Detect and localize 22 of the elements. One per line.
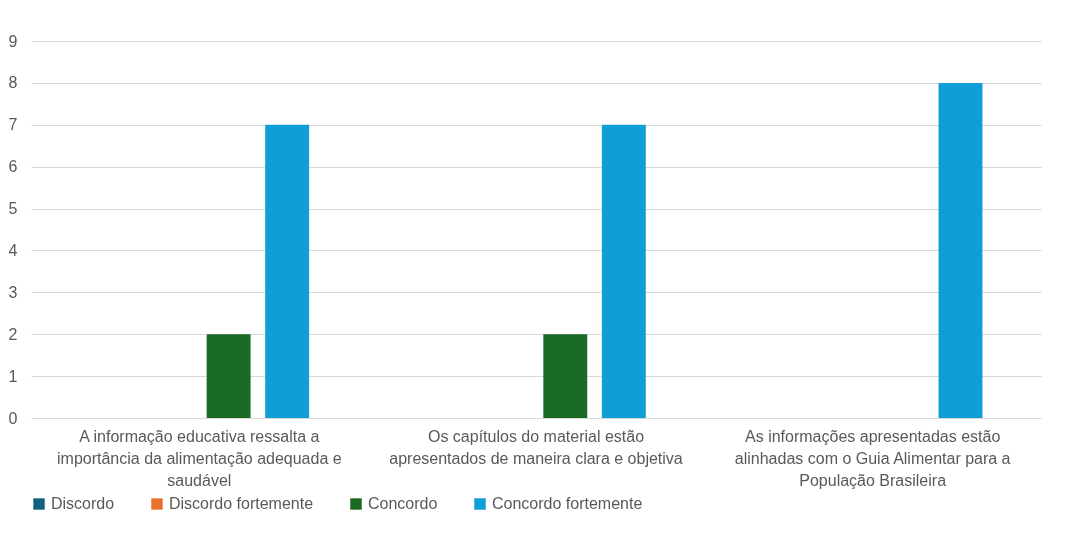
bar: [206, 334, 251, 418]
x-tick-label: A informação educativa ressalta a importância da alimentação adequada e saudável: [57, 427, 342, 489]
y-tick-label: 1: [8, 367, 18, 385]
x-tick-label: As informações apresentadas estão alinhadas com o Guia Alimentar para a População Brasileira: [734, 427, 1011, 489]
y-tick-label: 2: [8, 325, 18, 343]
legend-label: Discordo: [51, 495, 115, 512]
legend-label: Discordo fortemente: [169, 495, 314, 512]
y-tick-label: 9: [8, 32, 18, 50]
bar: [601, 124, 646, 418]
y-tick-label: 4: [8, 241, 18, 259]
y-tick-label: 3: [8, 283, 18, 301]
y-tick-label: 5: [8, 200, 18, 218]
bar: [543, 334, 588, 418]
bar: [938, 82, 983, 418]
y-tick-label: 7: [8, 116, 18, 134]
y-tick-label: 8: [8, 74, 18, 92]
y-tick-label: 6: [8, 158, 18, 176]
legend-label: Concordo fortemente: [492, 495, 643, 512]
bar: [265, 124, 310, 418]
legend-label: Concordo: [368, 495, 438, 512]
x-tick-label: Os capítulos do material estão apresentados de maneira clara e objetiva: [389, 427, 683, 467]
y-tick-label: 0: [8, 409, 18, 427]
